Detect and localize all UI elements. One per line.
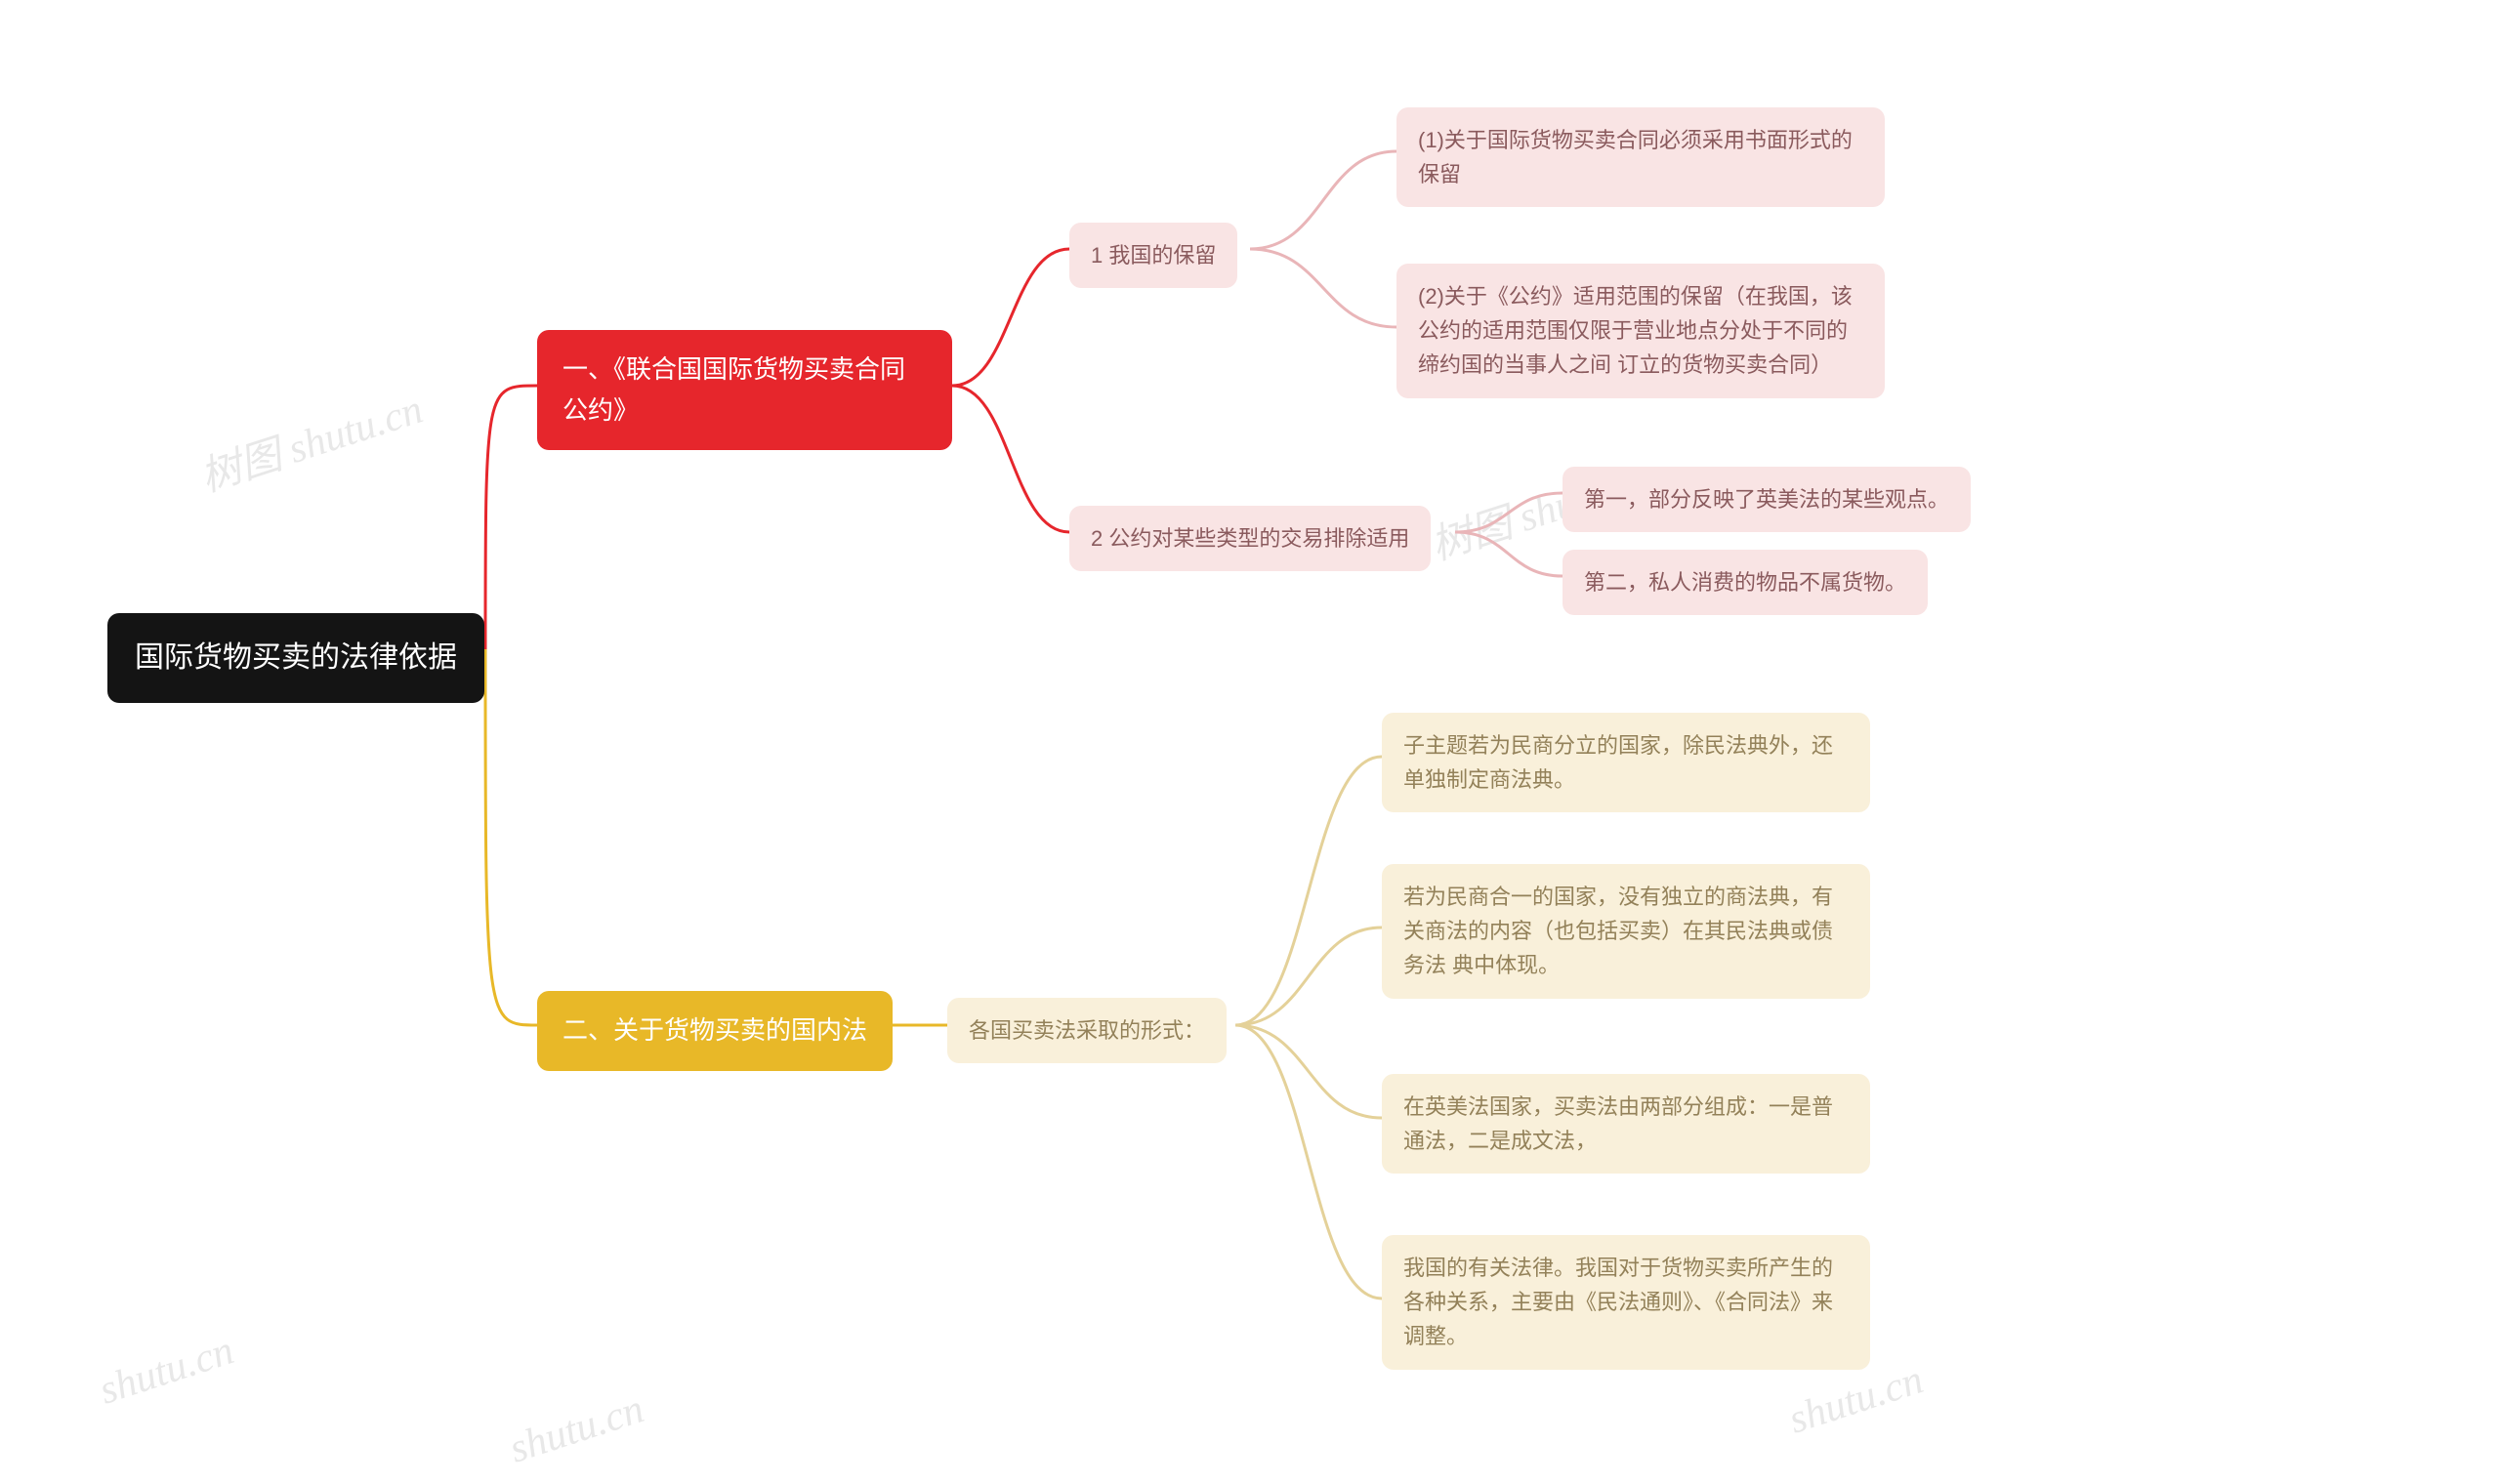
leaf-2-0-0-label: 子主题若为民商分立的国家，除民法典外，还单独制定商法典。 — [1403, 733, 1833, 792]
leaf-2-0-1-label: 若为民商合一的国家，没有独立的商法典，有关商法的内容（也包括买卖）在其民法典或债… — [1403, 885, 1833, 977]
watermark: 树图 shutu.cn — [191, 376, 429, 504]
leaf-2-0-0[interactable]: 子主题若为民商分立的国家，除民法典外，还单独制定商法典。 — [1382, 713, 1870, 812]
branch-2-label: 二、关于货物买卖的国内法 — [562, 1015, 867, 1045]
branch-1-child-0-label: 1 我国的保留 — [1091, 243, 1216, 268]
leaf-1-1-1[interactable]: 第二，私人消费的物品不属货物。 — [1562, 550, 1928, 615]
leaf-1-1-1-label: 第二，私人消费的物品不属货物。 — [1584, 570, 1906, 595]
branch-2-child-0[interactable]: 各国买卖法采取的形式： — [947, 998, 1227, 1063]
connectors — [0, 0, 2500, 1484]
branch-2-child-0-label: 各国买卖法采取的形式： — [969, 1018, 1205, 1043]
leaf-1-1-0-label: 第一，部分反映了英美法的某些观点。 — [1584, 487, 1949, 512]
root-label: 国际货物买卖的法律依据 — [135, 641, 457, 674]
branch-1[interactable]: 一、《联合国国际货物买卖合同公约》 — [537, 330, 952, 450]
leaf-2-0-1[interactable]: 若为民商合一的国家，没有独立的商法典，有关商法的内容（也包括买卖）在其民法典或债… — [1382, 864, 1870, 999]
branch-1-label: 一、《联合国国际货物买卖合同公约》 — [562, 354, 905, 425]
leaf-1-1-0[interactable]: 第一，部分反映了英美法的某些观点。 — [1562, 467, 1971, 532]
branch-1-child-1[interactable]: 2 公约对某些类型的交易排除适用 — [1069, 506, 1431, 571]
leaf-1-0-0-label: (1)关于国际货物买卖合同必须采用书面形式的保留 — [1418, 128, 1853, 186]
branch-2[interactable]: 二、关于货物买卖的国内法 — [537, 991, 893, 1071]
leaf-2-0-3-label: 我国的有关法律。我国对于货物买卖所产生的各种关系，主要由《民法通则》、《合同法》… — [1403, 1256, 1833, 1348]
root-node[interactable]: 国际货物买卖的法律依据 — [107, 613, 484, 703]
branch-1-child-1-label: 2 公约对某些类型的交易排除适用 — [1091, 526, 1409, 551]
leaf-2-0-2-label: 在英美法国家，买卖法由两部分组成：一是普通法，二是成文法， — [1403, 1094, 1833, 1153]
leaf-2-0-3[interactable]: 我国的有关法律。我国对于货物买卖所产生的各种关系，主要由《民法通则》、《合同法》… — [1382, 1235, 1870, 1370]
leaf-1-0-1[interactable]: (2)关于《公约》适用范围的保留（在我国，该公约的适用范围仅限于营业地点分处于不… — [1396, 264, 1885, 398]
leaf-1-0-1-label: (2)关于《公约》适用范围的保留（在我国，该公约的适用范围仅限于营业地点分处于不… — [1418, 284, 1853, 377]
watermark: shutu.cn — [504, 1385, 649, 1472]
leaf-2-0-2[interactable]: 在英美法国家，买卖法由两部分组成：一是普通法，二是成文法， — [1382, 1074, 1870, 1174]
branch-1-child-0[interactable]: 1 我国的保留 — [1069, 223, 1237, 288]
watermark: shutu.cn — [1783, 1356, 1929, 1443]
leaf-1-0-0[interactable]: (1)关于国际货物买卖合同必须采用书面形式的保留 — [1396, 107, 1885, 207]
watermark: shutu.cn — [94, 1327, 239, 1414]
